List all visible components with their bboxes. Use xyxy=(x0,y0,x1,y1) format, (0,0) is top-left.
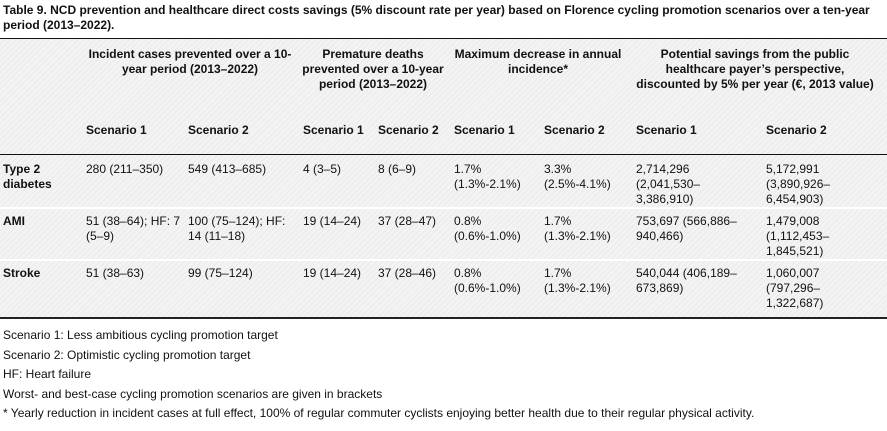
subheader-scenario-2: Scenario 2 xyxy=(544,123,605,137)
footnote: * Yearly reduction in incident cases at … xyxy=(3,406,755,421)
table-top-rule xyxy=(0,38,887,39)
table-cell: 37 (28–47) xyxy=(378,214,437,228)
table-cell: 19 (14–24) xyxy=(303,214,362,228)
table-cell: 753,697 (566,886–940,466) xyxy=(636,214,737,243)
row-label: Stroke xyxy=(3,266,41,280)
table-cell: 3.3% (2.5%-4.1%) xyxy=(544,162,611,191)
footnote: Scenario 1: Less ambitious cycling promo… xyxy=(3,328,278,342)
table-cell: 1,060,007 (797,296–1,322,687) xyxy=(766,266,824,310)
row-label: Type 2 diabetes xyxy=(3,162,52,191)
header-potential-savings: Potential savings from the public health… xyxy=(636,47,874,91)
row-separator xyxy=(0,259,887,261)
table-cell: 51 (38–63) xyxy=(86,266,145,280)
table-cell: 1.7% (1.3%-2.1%) xyxy=(544,266,611,295)
subheader-scenario-1: Scenario 1 xyxy=(303,123,364,137)
footnote: Worst- and best-case cycling promotion s… xyxy=(3,386,383,401)
table-cell: 19 (14–24) xyxy=(303,266,362,280)
table-cell: 99 (75–124) xyxy=(188,266,253,280)
table-bottom-rule xyxy=(0,317,887,319)
data-table: Incident cases prevented over a 10-year … xyxy=(0,38,887,319)
table-cell: 540,044 (406,189–673,869) xyxy=(636,266,737,295)
subheader-scenario-2: Scenario 2 xyxy=(378,123,439,137)
subheader-scenario-1: Scenario 1 xyxy=(86,123,147,137)
table-cell: 549 (413–685) xyxy=(188,162,267,176)
table-cell: 2,714,296 (2,041,530–3,386,910) xyxy=(636,162,701,206)
table-cell: 1.7% (1.3%-2.1%) xyxy=(544,214,611,243)
table-cell: 100 (75–124); HF: 14 (11–18) xyxy=(188,214,286,243)
row-label: AMI xyxy=(3,214,25,228)
row-separator xyxy=(0,207,887,209)
table-cell: 37 (28–46) xyxy=(378,266,437,280)
table-caption: Table 9. NCD prevention and healthcare d… xyxy=(3,3,870,32)
table-cell: 1.7% (1.3%-2.1%) xyxy=(454,162,521,191)
header-incidence-decrease: Maximum decrease in annual incidence* xyxy=(454,47,622,76)
header-rule xyxy=(0,154,887,155)
subheader-scenario-1: Scenario 1 xyxy=(454,123,515,137)
subheader-scenario-2: Scenario 2 xyxy=(188,123,249,137)
table-cell: 1,479,008 (1,112,453–1,845,521) xyxy=(766,214,830,258)
table-cell: 280 (211–350) xyxy=(86,162,164,176)
table-cell: 51 (38–64); HF: 7 (5–9) xyxy=(86,214,181,243)
table-cell: 8 (6–9) xyxy=(378,162,417,176)
table-cell: 0.8% (0.6%-1.0%) xyxy=(454,214,521,243)
footnote: HF: Heart failure xyxy=(3,367,92,382)
footnote: Scenario 2: Optimistic cycling promotion… xyxy=(3,347,251,362)
header-premature-deaths: Premature deaths prevented over a 10-yea… xyxy=(302,47,444,91)
subheader-scenario-1: Scenario 1 xyxy=(636,123,697,137)
header-incident-cases: Incident cases prevented over a 10-year … xyxy=(88,47,292,76)
table-cell: 0.8% (0.6%-1.0%) xyxy=(454,266,521,295)
table-cell: 4 (3–5) xyxy=(303,162,342,176)
table-cell: 5,172,991 (3,890,926–6,454,903) xyxy=(766,162,831,206)
subheader-scenario-2: Scenario 2 xyxy=(766,123,827,137)
table-footnotes: Scenario 1: Less ambitious cycling promo… xyxy=(3,326,883,424)
